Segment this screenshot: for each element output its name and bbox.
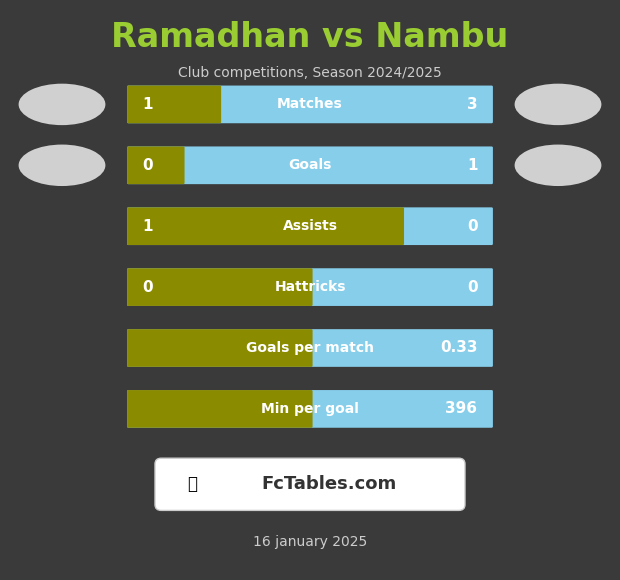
FancyBboxPatch shape xyxy=(127,146,185,184)
Text: 0: 0 xyxy=(467,219,477,234)
FancyBboxPatch shape xyxy=(127,85,493,124)
Text: 396: 396 xyxy=(445,401,477,416)
FancyBboxPatch shape xyxy=(127,390,493,428)
Text: Assists: Assists xyxy=(283,219,337,233)
Text: 3: 3 xyxy=(467,97,477,112)
FancyBboxPatch shape xyxy=(127,146,493,184)
Ellipse shape xyxy=(19,144,105,186)
Text: 0.33: 0.33 xyxy=(440,340,477,356)
Text: Matches: Matches xyxy=(277,97,343,111)
Text: Club competitions, Season 2024/2025: Club competitions, Season 2024/2025 xyxy=(178,66,442,79)
FancyBboxPatch shape xyxy=(155,458,465,510)
Ellipse shape xyxy=(19,84,105,125)
Text: 1: 1 xyxy=(467,158,477,173)
Text: Goals per match: Goals per match xyxy=(246,341,374,355)
Ellipse shape xyxy=(515,144,601,186)
Text: 0: 0 xyxy=(143,280,153,295)
FancyBboxPatch shape xyxy=(127,269,493,306)
Text: Goals: Goals xyxy=(288,158,332,172)
Text: 1: 1 xyxy=(143,219,153,234)
Ellipse shape xyxy=(515,84,601,125)
Text: FcTables.com: FcTables.com xyxy=(261,475,396,494)
FancyBboxPatch shape xyxy=(127,207,404,245)
FancyBboxPatch shape xyxy=(127,85,221,124)
FancyBboxPatch shape xyxy=(127,207,493,245)
Text: 0: 0 xyxy=(143,158,153,173)
FancyBboxPatch shape xyxy=(127,329,312,367)
Text: 1: 1 xyxy=(143,97,153,112)
Text: Min per goal: Min per goal xyxy=(261,402,359,416)
FancyBboxPatch shape xyxy=(127,329,493,367)
FancyBboxPatch shape xyxy=(127,390,312,428)
Text: 16 january 2025: 16 january 2025 xyxy=(253,535,367,549)
FancyBboxPatch shape xyxy=(127,269,312,306)
Text: Ramadhan vs Nambu: Ramadhan vs Nambu xyxy=(112,21,508,54)
Text: Hattricks: Hattricks xyxy=(274,280,346,294)
Text: 0: 0 xyxy=(467,280,477,295)
Text: 📊: 📊 xyxy=(187,475,197,494)
